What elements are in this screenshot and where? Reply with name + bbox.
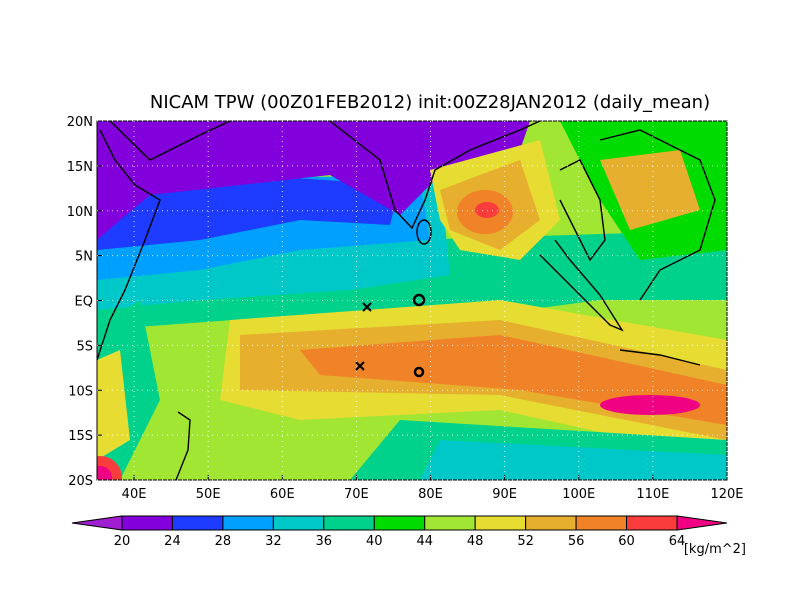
lat-label: 15N bbox=[67, 160, 93, 175]
colorbar-label: 28 bbox=[215, 534, 232, 549]
colorbar-swatch bbox=[121, 515, 173, 531]
colorbar-swatch bbox=[626, 515, 678, 531]
lon-label: 110E bbox=[636, 487, 669, 502]
lat-label: 20S bbox=[68, 474, 93, 489]
colorbar-label: 36 bbox=[316, 534, 333, 549]
colorbar-extend-low bbox=[71, 515, 123, 531]
colorbar-label: 48 bbox=[467, 534, 484, 549]
lat-label: 10S bbox=[68, 384, 93, 399]
colorbar-swatch bbox=[171, 515, 224, 531]
colorbar-label: 44 bbox=[416, 534, 433, 549]
colorbar-label: 52 bbox=[517, 534, 534, 549]
lat-label: 20N bbox=[67, 115, 93, 130]
colorbar-swatch bbox=[474, 515, 527, 531]
markers bbox=[355, 293, 426, 378]
colorbar-swatch bbox=[575, 515, 628, 531]
lat-label: 15S bbox=[68, 429, 93, 444]
lon-label: 80E bbox=[418, 487, 443, 502]
colorbar-label: 60 bbox=[618, 534, 635, 549]
title: NICAM TPW (00Z01FEB2012) init:00Z28JAN20… bbox=[150, 92, 710, 113]
colorbar-swatch bbox=[525, 515, 577, 531]
lat-label: 5N bbox=[75, 250, 93, 265]
lon-label: 120E bbox=[710, 487, 743, 502]
tpw-field bbox=[97, 121, 727, 480]
lon-label: 60E bbox=[270, 487, 295, 502]
colorbar-swatch bbox=[272, 515, 325, 531]
coastlines bbox=[97, 121, 716, 480]
colorbar-label: 64 bbox=[669, 534, 686, 549]
lat-label: EQ bbox=[75, 295, 93, 310]
lat-label: 10N bbox=[67, 205, 93, 220]
colorbar-label: 32 bbox=[265, 534, 282, 549]
lat-label: 5S bbox=[76, 339, 93, 354]
colorbar-label: 20 bbox=[114, 534, 131, 549]
colorbar-swatch bbox=[323, 515, 375, 531]
lon-label: 50E bbox=[196, 487, 221, 502]
colorbar-label: 24 bbox=[164, 534, 181, 549]
lon-label: 40E bbox=[122, 487, 147, 502]
colorbar-swatch bbox=[424, 515, 476, 531]
lon-label: 70E bbox=[344, 487, 369, 502]
colorbar-label: 56 bbox=[568, 534, 585, 549]
colorbar-swatch bbox=[373, 515, 426, 531]
colorbar-extend-high bbox=[676, 515, 728, 531]
colorbar-unit: [kg/m^2] bbox=[684, 542, 746, 557]
lon-label: 90E bbox=[492, 487, 517, 502]
lon-label: 100E bbox=[562, 487, 595, 502]
colorbar-swatch bbox=[222, 515, 274, 531]
colorbar-label: 40 bbox=[366, 534, 383, 549]
